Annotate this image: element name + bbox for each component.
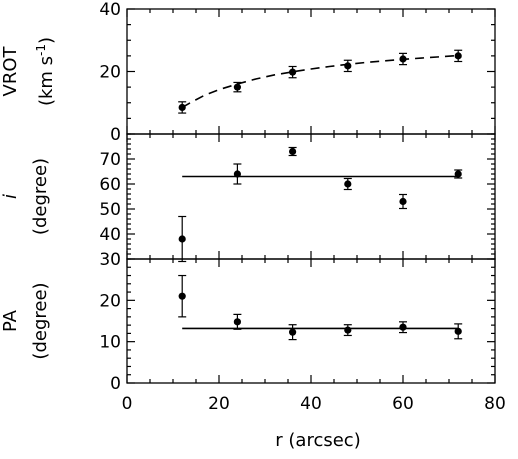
data-point <box>289 147 297 156</box>
y-axis-label-unit: (km s-1) <box>34 37 57 106</box>
data-point <box>399 197 407 206</box>
data-point <box>233 83 241 91</box>
x-tick-label: 0 <box>122 394 133 414</box>
y-tick-label: 40 <box>99 0 121 20</box>
x-tick-label: 40 <box>300 394 322 414</box>
y-axis-label-main: PA <box>0 309 21 332</box>
y-tick-label: 30 <box>99 250 121 270</box>
data-point <box>178 103 186 112</box>
y-tick-label: 70 <box>99 150 121 170</box>
y-tick-label: 40 <box>99 225 121 245</box>
x-axis: 0 20 40 60 80 <box>122 394 506 414</box>
model-line <box>181 54 459 109</box>
x-tick-label: 60 <box>392 394 414 414</box>
panels: 0 20 40 VROT (km s-1) 30 40 50 60 70 i (degree) 0 10 2… <box>0 0 496 394</box>
x-tick-label: 80 <box>484 394 506 414</box>
data-point <box>454 327 462 335</box>
data-point <box>344 62 352 70</box>
y-axis-label-main: VROT <box>0 46 21 97</box>
y-tick-label: 50 <box>99 200 121 220</box>
y-axis-label-main: i <box>0 194 21 199</box>
data-point <box>289 68 297 76</box>
data-point <box>178 235 186 243</box>
y-axis-label-unit: (degree) <box>30 282 51 359</box>
x-axis-label: r (arcsec) <box>275 430 360 451</box>
panel-middle: 30 40 50 60 70 i (degree) <box>0 133 496 270</box>
unit-base: (km s <box>36 56 57 106</box>
panel-bottom: 0 10 20 PA (degree) <box>0 258 496 394</box>
unit-superscript: -1 <box>34 44 48 56</box>
unit-close: ) <box>36 37 57 44</box>
data-point <box>454 52 462 60</box>
data-point <box>399 55 407 63</box>
y-tick-label: 10 <box>99 333 121 353</box>
y-tick-label: 0 <box>110 374 121 394</box>
data-point <box>399 323 407 331</box>
data-point <box>454 170 462 178</box>
y-tick-label: 0 <box>110 125 121 145</box>
data-point <box>344 180 352 188</box>
data-point <box>233 170 241 178</box>
y-tick-label: 20 <box>99 63 121 83</box>
y-tick-label: 20 <box>99 291 121 311</box>
panel-top: 0 20 40 VROT (km s-1) <box>0 0 496 145</box>
data-point <box>233 318 241 326</box>
data-point <box>344 326 352 334</box>
data-point <box>178 292 186 300</box>
data-point <box>289 328 297 336</box>
y-tick-label: 60 <box>99 175 121 195</box>
panel-frame <box>126 8 496 135</box>
y-axis-label-unit: (degree) <box>30 158 51 235</box>
x-tick-label: 20 <box>208 394 230 414</box>
